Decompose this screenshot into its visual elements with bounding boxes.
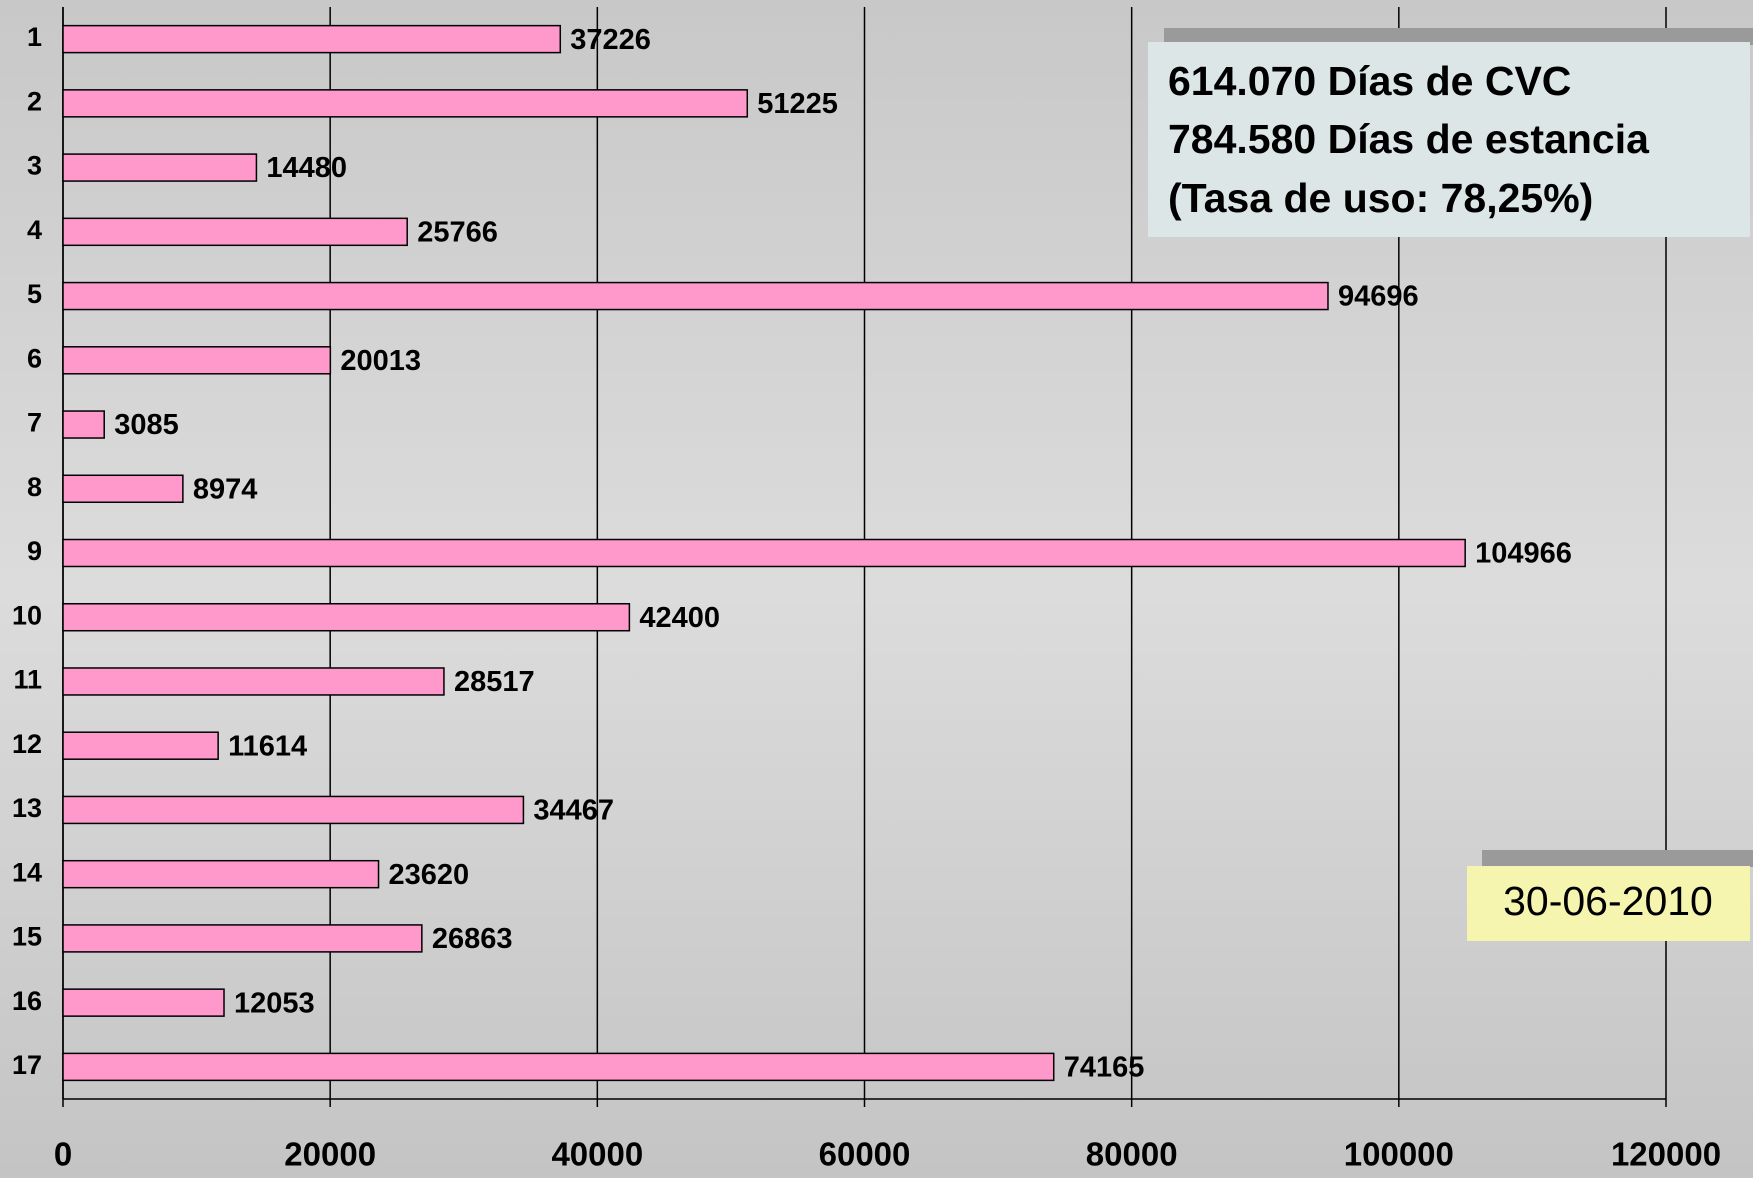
y-tick-label: 4 [27, 215, 42, 245]
bar [62, 667, 445, 696]
y-tick-label: 7 [27, 408, 42, 438]
summary-line: 614.070 Días de CVC [1168, 58, 1571, 104]
box-shadow [1482, 850, 1753, 867]
value-label: 42400 [639, 602, 720, 634]
bar [62, 153, 258, 182]
value-label: 26863 [432, 923, 513, 955]
value-label: 51225 [757, 88, 838, 120]
value-label: 74165 [1064, 1052, 1145, 1084]
value-label: 34467 [533, 795, 614, 827]
x-tick-label: 20000 [284, 1136, 376, 1173]
bar [62, 924, 423, 953]
plot-area: 0 20000 40000 60000 80000 100000 120000 1 37226 2… [12, 7, 1721, 1173]
y-tick-label: 15 [12, 922, 42, 952]
x-tick-label: 40000 [551, 1136, 643, 1173]
y-tick-label: 16 [12, 986, 42, 1016]
x-tick-label: 80000 [1086, 1136, 1178, 1173]
bar [62, 474, 184, 504]
bar [62, 538, 1466, 568]
x-tick-label: 100000 [1344, 1136, 1454, 1173]
value-label: 25766 [417, 216, 498, 248]
y-tick-label: 8 [27, 472, 42, 502]
value-label: 8974 [193, 473, 258, 505]
y-tick-label: 14 [12, 857, 42, 887]
bar [62, 602, 631, 632]
y-tick-label: 6 [27, 343, 42, 373]
value-label: 28517 [454, 666, 535, 698]
y-tick-label: 2 [27, 86, 42, 116]
value-label: 104966 [1475, 538, 1572, 570]
value-label: 12053 [234, 987, 315, 1019]
y-tick-label: 10 [12, 600, 42, 630]
y-tick-label: 13 [12, 793, 42, 823]
y-tick-label: 12 [12, 729, 42, 759]
y-tick-label: 9 [27, 536, 42, 566]
x-tick-label: 120000 [1611, 1136, 1721, 1173]
value-label: 23620 [389, 859, 470, 891]
bar [62, 988, 225, 1017]
bar [62, 24, 562, 54]
y-tick-label: 1 [27, 22, 42, 52]
value-label: 94696 [1338, 281, 1419, 313]
bar [62, 731, 219, 760]
value-label: 37226 [570, 24, 651, 56]
bar [62, 795, 525, 825]
y-tick-label: 3 [27, 151, 42, 181]
y-tick-label: 17 [12, 1050, 42, 1080]
bar [62, 859, 380, 889]
summary-line: 784.580 Días de estancia [1168, 116, 1650, 162]
value-label: 20013 [340, 345, 421, 377]
value-label: 11614 [228, 730, 307, 762]
bar [62, 410, 105, 439]
y-tick-label: 11 [13, 665, 42, 695]
bar [62, 217, 408, 247]
bar [62, 1052, 1055, 1082]
value-label: 14480 [266, 152, 347, 184]
y-tick-label: 5 [27, 279, 42, 309]
value-label: 3085 [114, 409, 179, 441]
bar [62, 281, 1329, 311]
x-tick-label: 0 [54, 1136, 72, 1173]
box-shadow [1164, 28, 1753, 45]
summary-box [1148, 42, 1750, 237]
date-box [1467, 866, 1750, 941]
summary-line: (Tasa de uso: 78,25%) [1168, 175, 1593, 221]
bar [62, 346, 332, 375]
bar [62, 89, 749, 118]
x-tick-label: 60000 [819, 1136, 911, 1173]
date-label: 30-06-2010 [1503, 878, 1713, 924]
